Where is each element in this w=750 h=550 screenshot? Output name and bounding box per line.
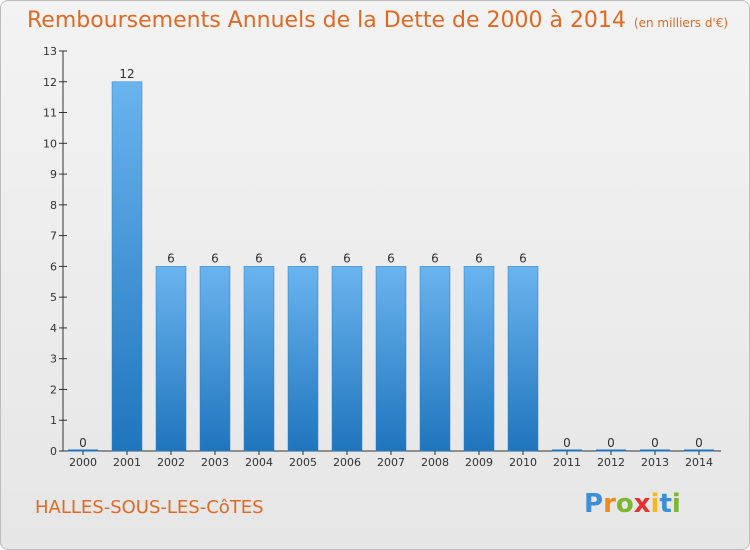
x-tick-label: 2011 <box>553 456 581 469</box>
data-label: 0 <box>79 436 87 450</box>
y-tick-label: 6 <box>50 260 57 273</box>
bar <box>507 266 539 452</box>
logo-letter: x <box>633 489 651 519</box>
y-tick-label: 5 <box>50 291 57 304</box>
data-label: 6 <box>519 251 527 265</box>
y-tick-label: 4 <box>50 322 57 335</box>
x-tick-label: 2003 <box>201 456 229 469</box>
y-tick-label: 11 <box>43 107 57 120</box>
data-label: 6 <box>167 251 175 265</box>
chart-title: Remboursements Annuels de la Dette de 20… <box>27 8 728 33</box>
x-tick-label: 2009 <box>465 456 493 469</box>
data-label: 6 <box>299 251 307 265</box>
y-tick-label: 3 <box>50 353 57 366</box>
x-tick-label: 2005 <box>289 456 317 469</box>
y-tick-label: 8 <box>50 199 57 212</box>
data-label: 6 <box>475 251 483 265</box>
y-tick-label: 13 <box>43 45 57 58</box>
data-label: 0 <box>695 436 703 450</box>
data-label: 0 <box>607 436 615 450</box>
y-tick-label: 12 <box>43 76 57 89</box>
x-tick-label: 2008 <box>421 456 449 469</box>
x-tick-label: 2012 <box>597 456 625 469</box>
y-tick-label: 1 <box>50 414 57 427</box>
bar <box>287 266 319 452</box>
data-label: 0 <box>563 436 571 450</box>
x-tick-label: 2006 <box>333 456 361 469</box>
logo-letter: P <box>584 489 604 519</box>
chart-title-text: Remboursements Annuels de la Dette de 20… <box>27 8 626 33</box>
logo-letter: i <box>671 489 681 519</box>
x-tick-label: 2002 <box>157 456 185 469</box>
bar <box>111 81 143 452</box>
y-tick-label: 10 <box>43 137 57 150</box>
data-label: 6 <box>211 251 219 265</box>
x-tick-label: 2001 <box>113 456 141 469</box>
logo-letter: t <box>659 489 672 519</box>
bar <box>155 266 187 452</box>
chart-subtitle: (en milliers d'€) <box>633 16 729 30</box>
data-label: 6 <box>431 251 439 265</box>
logo-letter: o <box>615 489 634 519</box>
bar <box>331 266 363 452</box>
x-tick-label: 2007 <box>377 456 405 469</box>
logo-letter: i <box>650 489 660 519</box>
data-label: 6 <box>343 251 351 265</box>
x-tick-label: 2000 <box>69 456 97 469</box>
x-tick-label: 2010 <box>509 456 537 469</box>
data-label: 6 <box>255 251 263 265</box>
bar <box>463 266 495 452</box>
bar <box>419 266 451 452</box>
bar <box>199 266 231 452</box>
x-tick-label: 2004 <box>245 456 273 469</box>
y-tick-label: 9 <box>50 168 57 181</box>
y-tick-label: 2 <box>50 383 57 396</box>
commune-name: HALLES-SOUS-LES-CôTES <box>35 497 264 518</box>
data-label: 12 <box>119 67 134 81</box>
bar <box>375 266 407 452</box>
y-tick-label: 0 <box>50 445 57 458</box>
x-tick-label: 2013 <box>641 456 669 469</box>
bar <box>243 266 275 452</box>
data-label: 6 <box>387 251 395 265</box>
data-label: 0 <box>651 436 659 450</box>
x-tick-label: 2014 <box>685 456 713 469</box>
bar-chart: 0123456789101112130200012200162002620036… <box>43 45 721 469</box>
y-tick-label: 7 <box>50 230 57 243</box>
proxiti-logo: Proxiti <box>584 489 681 519</box>
logo-letter: r <box>603 489 616 519</box>
